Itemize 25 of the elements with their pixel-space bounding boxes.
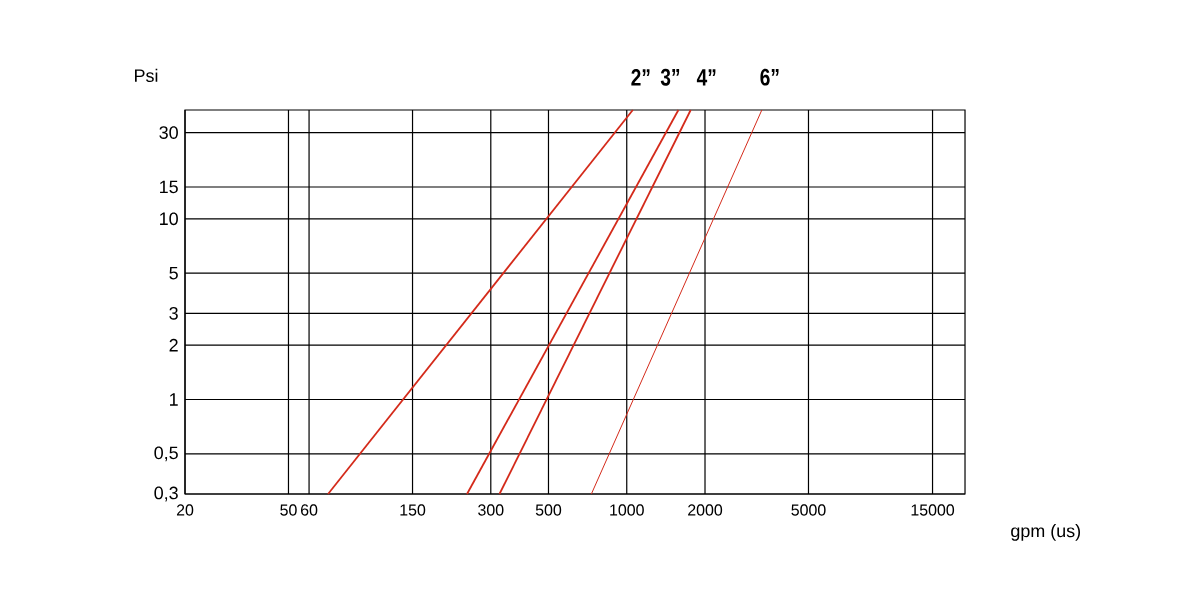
y-tick-label: 3 [169, 306, 178, 320]
y-tick-label: 2 [169, 338, 178, 352]
y-tick-label: 5 [169, 266, 178, 280]
y-tick-label: 10 [160, 212, 178, 226]
series-label: 6” [760, 68, 779, 86]
x-tick-label: 5000 [791, 504, 826, 516]
y-tick-label: 1 [170, 393, 178, 406]
series-label: 2” [631, 68, 650, 86]
x-tick-label: 20 [176, 504, 194, 516]
x-tick-label: 15000 [911, 504, 955, 516]
y-tick-label: 15 [160, 180, 178, 194]
x-tick-label: 500 [535, 504, 562, 516]
series-label: 4” [696, 69, 716, 86]
x-tick-label: 300 [478, 504, 504, 516]
y-axis-title: Psi [135, 68, 158, 83]
x-tick-label: 2000 [688, 504, 723, 516]
y-tick-label: 0,3 [154, 486, 178, 502]
x-tick-label: 150 [400, 504, 426, 516]
x-tick-label: 50 [280, 504, 297, 516]
x-tick-label: 1000 [610, 504, 644, 516]
x-tick-label: 60 [301, 504, 318, 516]
x-axis-title: gpm (us) [1011, 524, 1081, 541]
y-tick-label: 0,5 [154, 446, 178, 462]
y-tick-label: 30 [159, 126, 178, 139]
series-label: 3” [660, 68, 680, 86]
